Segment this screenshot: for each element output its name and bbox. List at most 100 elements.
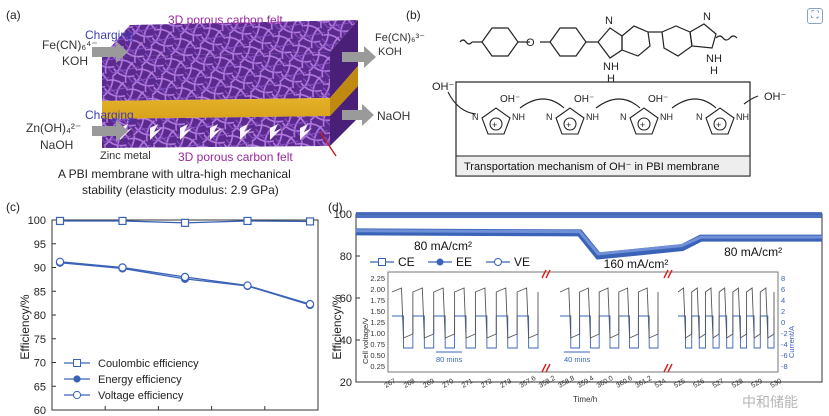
- axis-break-mark: [663, 363, 673, 373]
- watermark: 中和储能: [742, 394, 798, 410]
- inset-duration-note: 40 mins: [564, 355, 591, 364]
- chart-c-ytick-label: 95: [34, 239, 46, 251]
- imidazole-h-1: H: [607, 73, 615, 85]
- chart-d-current-annotation: 80 mA/cm²: [724, 245, 782, 259]
- expand-icon[interactable]: ⛶: [807, 8, 823, 24]
- chart-c-point-ve: [55, 257, 65, 267]
- inset-xtick-label: 530: [770, 378, 784, 390]
- chart-c-ytick-label: 60: [34, 405, 46, 416]
- inset-xtick-label: 270: [441, 378, 455, 390]
- chart-c-point-ce: [243, 216, 252, 226]
- chart-c-legend-label: Coulombic efficiency: [98, 358, 199, 370]
- chart-d-ytick-label: 80: [340, 251, 352, 263]
- chart-c-point-ve: [118, 263, 127, 272]
- inset-xtick-label: 527: [712, 378, 726, 390]
- inset-ytick-right: 4: [781, 296, 785, 305]
- imidazole-nh-2: NH: [706, 53, 722, 65]
- chart-d-ytick-label: 60: [340, 293, 352, 305]
- oh-left-label: OH⁻: [432, 81, 455, 93]
- ring-nh-3: NH: [660, 112, 673, 122]
- axis-break-mark: [541, 269, 551, 279]
- chart-d-legend-label: EE: [456, 255, 472, 269]
- plus-4: +: [716, 120, 721, 130]
- right-bottom-base: NaOH: [377, 109, 411, 123]
- zinc-label: Zinc metal: [100, 150, 151, 162]
- left-bottom-species: Zn(OH)₄²⁻: [26, 121, 82, 135]
- plus-1: +: [492, 120, 497, 130]
- chart-c-ylabel: Efficiency/%: [18, 294, 32, 360]
- inset-current-trace: [392, 315, 539, 349]
- charging-bottom-label: Charging: [85, 108, 134, 122]
- inset-xtick-label: 268: [403, 378, 417, 390]
- chart-c-point-ce: [305, 217, 315, 226]
- inset-ytick-left: 2.00: [370, 285, 385, 294]
- inset-duration-note: 80 mins: [436, 355, 463, 364]
- panel-label-a: (a): [6, 8, 21, 22]
- imidazole-nh-1: NH: [603, 61, 619, 73]
- inset-xtick-label: 271: [461, 378, 475, 390]
- inset-ytick-right: 0: [781, 318, 785, 327]
- chart-c-legend-label: Energy efficiency: [98, 374, 182, 386]
- inset-ytick-left: 1.75: [370, 296, 385, 305]
- inset-ytick-right: -2: [781, 329, 788, 338]
- chart-d-ve-band: [355, 229, 822, 256]
- chart-c-ytick-label: 80: [34, 310, 46, 322]
- chart-d-legend-marker: [436, 258, 444, 266]
- panel-label-b: (b): [406, 8, 421, 22]
- chart-d-ylabel: Efficiency/%: [330, 294, 344, 360]
- top-felt-label: 3D porous carbon felt: [168, 13, 283, 27]
- left-top-base: KOH: [62, 54, 89, 68]
- chart-c-legend-marker: [73, 359, 81, 367]
- inset-xtick-label: 273: [499, 378, 513, 390]
- chart-c-point-ve: [180, 272, 190, 282]
- chart-c-point-ve: [243, 281, 252, 290]
- inset-ytick-right: -6: [781, 351, 788, 360]
- inset-ytick-left: 0.25: [370, 362, 385, 371]
- inset-xtick-label: 269: [422, 378, 436, 390]
- panel-c: (c) 100 95 90 85 80 75 70 65 60 Coulombic efficie…: [0, 200, 330, 416]
- mechanism-caption: Transportation mechanism of OH⁻ in PBI m…: [464, 161, 719, 173]
- imidazole-n-1: N: [605, 15, 613, 27]
- oh-ring-3: OH⁻: [648, 94, 668, 105]
- chart-c-legend-marker: [73, 375, 81, 383]
- inset-xtick-label: 357.6: [519, 375, 538, 390]
- ring-n-4: N: [696, 112, 703, 122]
- membrane-caption-1: A PBI membrane with ultra-high mechanica…: [58, 167, 291, 181]
- chart-c-ytick-label: 85: [34, 286, 46, 298]
- chart-c-ytick-label: 90: [34, 263, 46, 275]
- inset-ytick-right: 2: [781, 307, 785, 316]
- inset-xtick-label: 528: [731, 378, 745, 390]
- inset-voltage-trace: [391, 287, 539, 339]
- oh-ring-2: OH⁻: [574, 94, 594, 105]
- chart-d-ce-band: [356, 212, 822, 219]
- charging-top-label: Charging: [85, 28, 134, 42]
- chart-c-ytick-label: 70: [34, 358, 46, 370]
- inset-ytick-right: 6: [781, 285, 785, 294]
- chart-d-legend-marker: [494, 258, 502, 266]
- inset-ylabel-right: Current/A: [787, 326, 796, 358]
- plus-2: +: [566, 120, 571, 130]
- inset-xtick-label: 360.6: [615, 375, 634, 390]
- chart-c-legend-label: Voltage efficiency: [98, 390, 184, 402]
- axis-break-mark: [541, 363, 551, 373]
- chart-d-ytick-label: 20: [340, 377, 352, 389]
- ring-n-1: N: [472, 112, 479, 122]
- right-top-base: KOH: [378, 46, 402, 58]
- membrane-caption-2: stability (elasticity modulus: 2.9 GPa): [82, 183, 279, 197]
- ring-n-2: N: [546, 112, 553, 122]
- chart-c-point-ce: [180, 218, 190, 227]
- inset-ytick-left: 2.25: [370, 274, 385, 283]
- inset-current-trace: [678, 315, 775, 349]
- chart-c-point-ce: [118, 216, 127, 226]
- panel-d: (d) 100 80 60 40 20 80 mA/cm² 160 mA/cm² 80 mA/…: [322, 200, 829, 416]
- chart-c-legend-marker: [72, 390, 82, 400]
- battery-schematic: [92, 20, 376, 157]
- inset-xtick-label: 526: [692, 378, 706, 390]
- inset-xtick-label: 360.0: [596, 375, 615, 390]
- inset-ytick-right: -8: [781, 362, 788, 371]
- inset-xtick-label: 272: [480, 378, 494, 390]
- ring-nh-2: NH: [586, 112, 599, 122]
- inset-xtick-label: 359.4: [577, 375, 596, 390]
- left-bottom-base: NaOH: [40, 138, 74, 152]
